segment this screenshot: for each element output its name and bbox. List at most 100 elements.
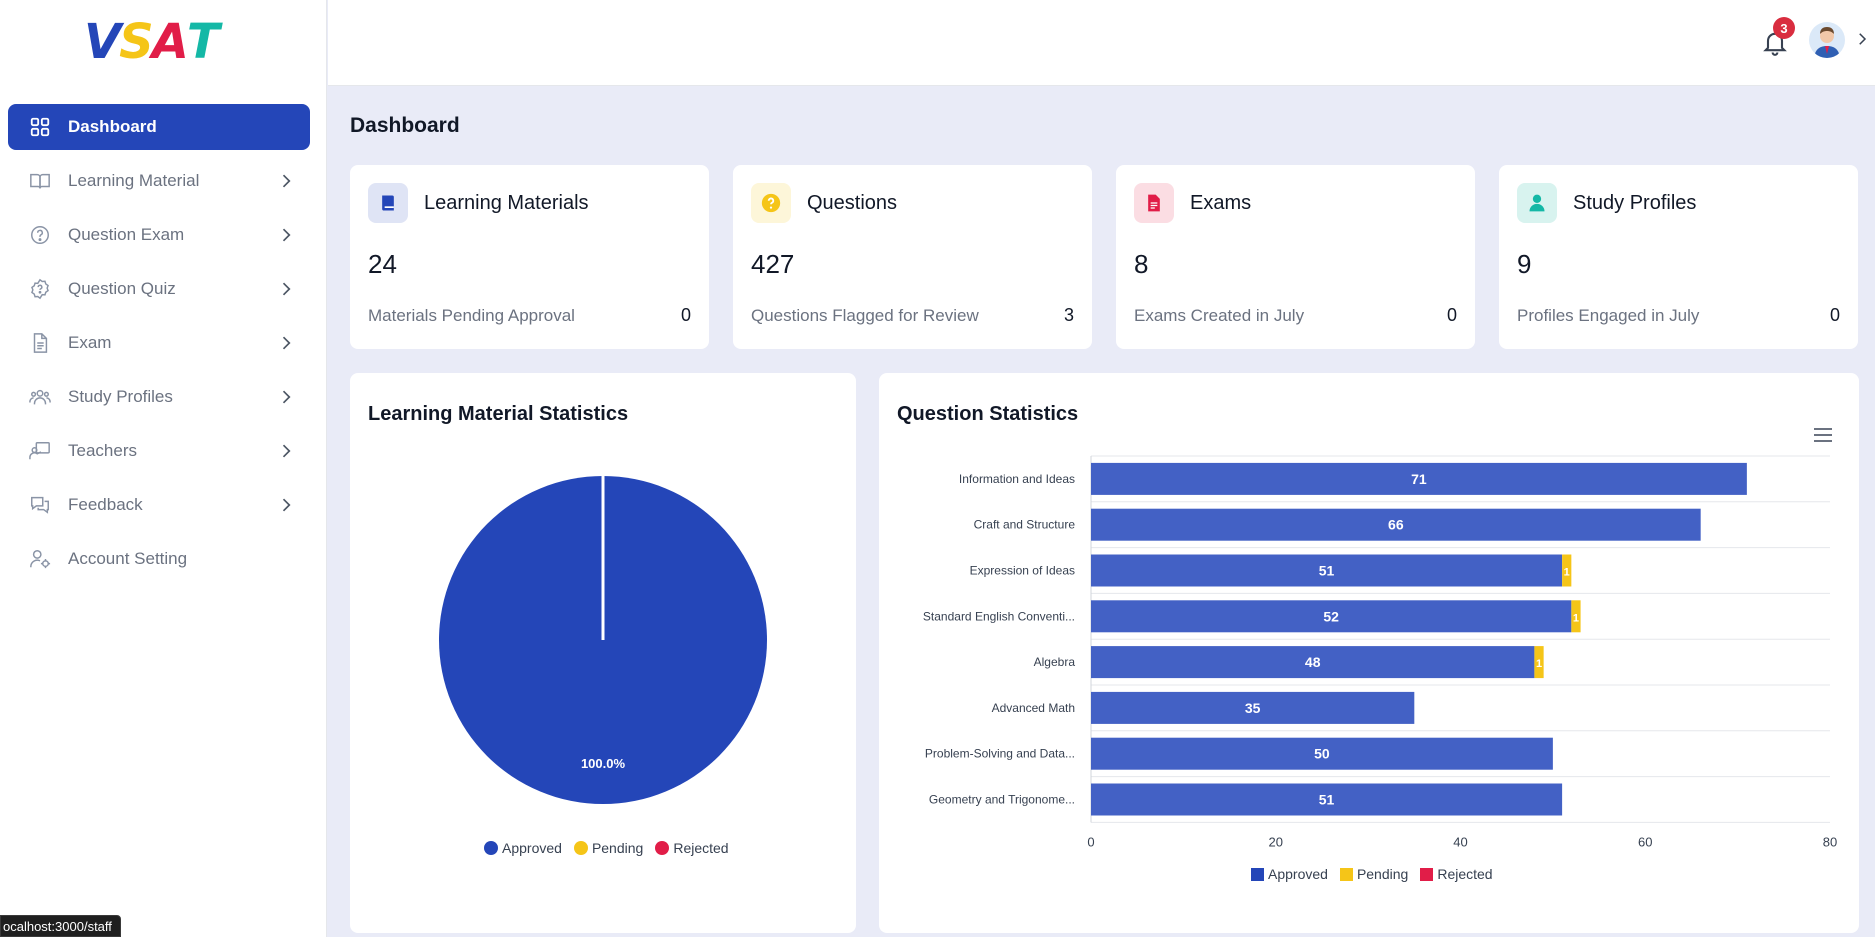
sidebar-item-label: Learning Material [68,171,200,190]
user-avatar-icon[interactable] [1809,22,1845,58]
sidebar-item-label: Question Exam [68,225,185,244]
legend-label: Approved [502,840,562,856]
legend-item-approved[interactable]: Approved [1251,866,1328,882]
book-icon [28,169,52,193]
bar-data-label: 51 [1319,563,1335,579]
stat-sub-value: 0 [1446,305,1457,325]
bar-pending[interactable] [1571,600,1581,633]
bar-data-label: 35 [1245,700,1261,716]
chevron-right-icon [282,174,291,188]
sidebar-item-account-setting[interactable]: Account Setting [8,536,310,582]
bar-approved[interactable] [1091,646,1535,679]
legend-item-pending[interactable]: Pending [1339,866,1408,882]
sidebar-item-label: Exam [68,333,112,352]
x-tick-label: 0 [1087,834,1094,849]
bar-legend: Approved Pending Rejected [1251,866,1505,882]
stat-card-questions[interactable]: Questions 427 Questions Flagged for Revi… [733,165,1092,349]
bar-pending[interactable] [1562,554,1572,587]
legend-item-pending[interactable]: Pending [573,840,643,856]
y-tick-label: Geometry and Trigonome... [929,793,1075,807]
bar-data-label: 1 [1564,567,1570,579]
sidebar-item-dashboard[interactable]: Dashboard [8,104,310,150]
quiz-badge-icon [28,277,52,301]
legend-marker [573,841,588,855]
bar-data-label: 48 [1305,654,1321,670]
sidebar-item-label: Account Setting [68,549,188,568]
stat-card-exams[interactable]: Exams 8 Exams Created in July 0 [1116,165,1475,349]
top-header: 3 [328,0,1875,86]
logo-letter: V [84,14,121,70]
chart-title: Learning Material Statistics [368,403,629,425]
stat-sub-label: Exams Created in July [1134,306,1305,325]
y-tick-label: Craft and Structure [974,518,1076,532]
bar-approved[interactable] [1091,691,1415,724]
x-tick-label: 80 [1823,834,1837,849]
logo-letter: S [119,14,154,70]
stat-card-learning-materials[interactable]: Learning Materials 24 Materials Pending … [350,165,709,349]
bar-approved[interactable] [1091,462,1747,495]
page-title: Dashboard [350,114,460,137]
stat-sub-label: Questions Flagged for Review [751,306,979,325]
bar-data-label: 1 [1536,658,1542,670]
sidebar-item-study-profiles[interactable]: Study Profiles [8,374,310,420]
chevron-right-icon [282,282,291,296]
users-icon [28,385,52,409]
y-tick-label: Expression of Ideas [970,564,1075,578]
question-statistics-chart-card: Question Statistics Information and Idea… [879,373,1859,933]
sidebar-item-feedback[interactable]: Feedback [8,482,310,528]
sidebar-item-teachers[interactable]: Teachers [8,428,310,474]
x-tick-label: 60 [1638,834,1652,849]
bar-data-label: 51 [1319,792,1335,808]
bar-approved[interactable] [1091,508,1701,541]
bar-approved[interactable] [1091,554,1563,587]
legend-item-rejected[interactable]: Rejected [1420,866,1493,882]
sidebar-item-label: Study Profiles [68,387,173,406]
bar-approved[interactable] [1091,737,1553,770]
y-tick-label: Problem-Solving and Data... [925,747,1075,761]
bar-chart: Information and Ideas 71 Craft and Structu… [923,455,1837,849]
bar-pending[interactable] [1534,646,1544,679]
legend-item-rejected[interactable]: Rejected [655,840,729,856]
bar-approved[interactable] [1091,600,1572,633]
question-circle-icon [28,223,52,247]
stat-sub-value: 0 [1829,305,1840,325]
chat-bubbles-icon [28,493,52,517]
legend-marker [484,841,498,855]
stat-card-study-profiles[interactable]: Study Profiles 9 Profiles Engaged in Jul… [1499,165,1858,349]
bar-data-label: 66 [1388,517,1404,533]
book-solid-icon [368,183,408,223]
vsat-logo[interactable]: V S A T [84,14,220,70]
document-icon [28,331,52,355]
y-tick-label: Standard English Conventi... [923,609,1075,623]
logo-letter: A [151,14,189,70]
chevron-right-icon [282,228,291,242]
user-gear-icon [28,547,52,571]
y-tick-label: Advanced Math [992,701,1075,715]
legend-label: Approved [1268,866,1328,882]
pie-legend: Approved Pending Rejected [484,840,741,856]
sidebar-item-question-exam[interactable]: Question Exam [8,212,310,258]
stat-sub-label: Profiles Engaged in July [1517,306,1700,325]
stat-title: Questions [807,192,898,214]
person-solid-icon [1517,183,1557,223]
sidebar-item-label: Question Quiz [68,279,176,298]
sidebar-item-question-quiz[interactable]: Question Quiz [8,266,310,312]
notification-badge: 3 [1773,17,1795,39]
sidebar-item-label: Feedback [68,495,143,514]
bar-data-label: 52 [1323,608,1339,624]
hamburger-menu-icon[interactable] [1813,427,1833,443]
stat-value: 24 [368,249,397,279]
logo-letter: T [186,14,220,70]
sidebar-item-label: Teachers [68,441,137,460]
chevron-right-icon[interactable] [1853,30,1871,48]
sidebar-item-learning-material[interactable]: Learning Material [8,158,310,204]
bar-approved[interactable] [1091,783,1563,816]
legend-item-approved[interactable]: Approved [484,840,562,856]
pie-slice-label: 100.0% [581,756,626,771]
legend-marker [1339,867,1353,881]
sidebar-item-exam[interactable]: Exam [8,320,310,366]
stat-sub-value: 0 [680,305,691,325]
legend-label: Rejected [673,840,729,856]
stat-value: 8 [1134,249,1149,279]
bar-data-label: 71 [1411,471,1427,487]
